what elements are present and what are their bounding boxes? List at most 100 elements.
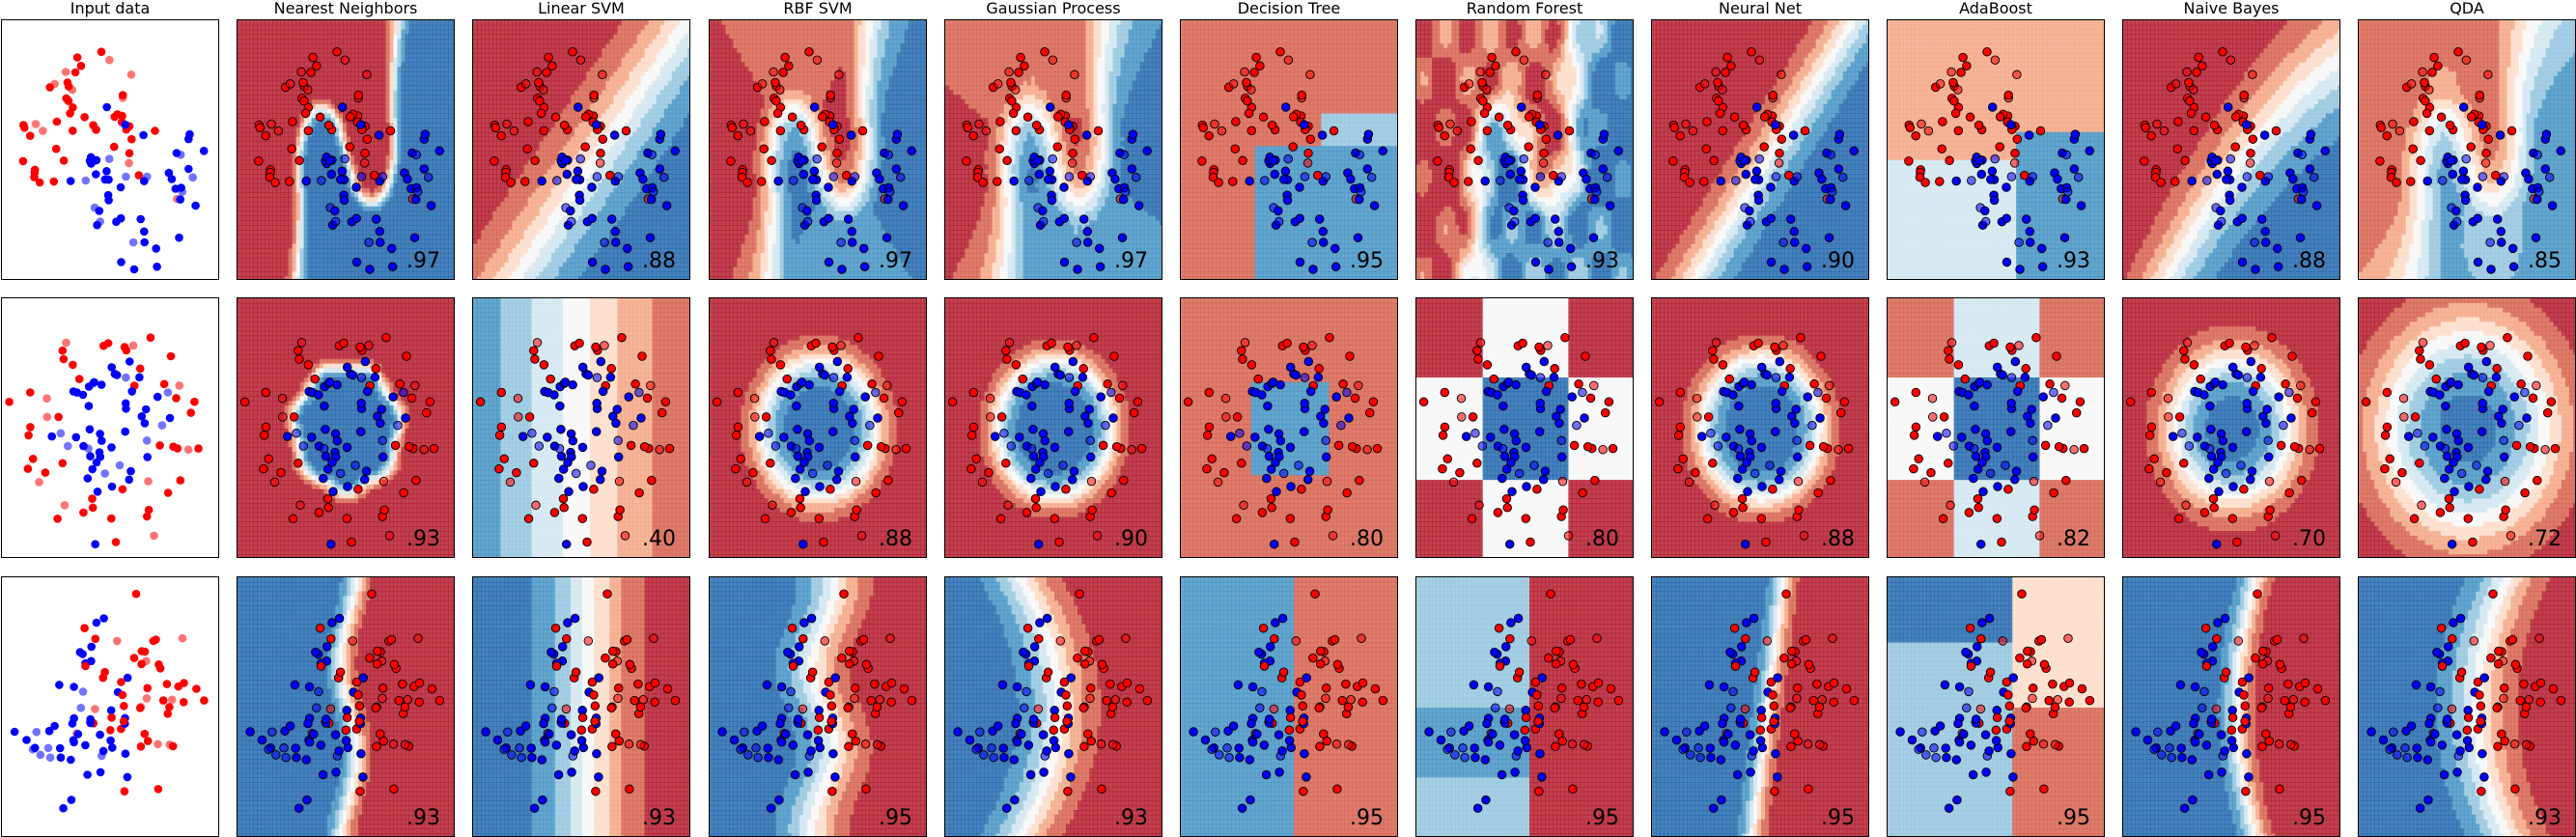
data-point-class-0	[405, 442, 413, 451]
data-point-class-0	[1795, 506, 1804, 515]
data-point-class-1	[803, 207, 812, 215]
data-point-class-1	[2464, 363, 2473, 372]
data-point-class-1	[810, 167, 819, 176]
data-point-class-0	[297, 339, 306, 348]
data-point-class-1	[2262, 419, 2271, 428]
data-point-class-1	[547, 648, 556, 656]
data-point-class-1	[1687, 751, 1695, 760]
data-point-class-1	[812, 196, 821, 205]
data-point-class-0	[1936, 178, 1945, 186]
data-point-class-0	[495, 432, 504, 440]
data-point-class-1	[1977, 170, 1986, 179]
data-point-class-0	[2006, 787, 2015, 795]
data-point-class-1	[427, 202, 435, 210]
data-point-class-0	[2417, 355, 2425, 364]
data-point-class-1	[1236, 753, 1245, 762]
data-point-class-1	[283, 432, 292, 441]
data-point-class-1	[787, 391, 796, 400]
data-point-class-1	[1473, 804, 1482, 813]
data-point-class-1	[1539, 476, 1548, 485]
plot-svg	[1181, 20, 1398, 280]
data-point-class-0	[2409, 145, 2418, 153]
data-point-class-1	[352, 183, 361, 192]
plot-svg	[1416, 577, 1634, 837]
data-point-class-0	[1103, 696, 1111, 705]
data-point-class-0	[767, 460, 775, 468]
data-point-class-1	[990, 753, 998, 762]
data-point-class-1	[1555, 419, 1564, 428]
data-point-class-0	[1801, 126, 1809, 135]
data-point-class-0	[2147, 131, 2156, 140]
data-point-class-1	[1793, 436, 1802, 445]
data-point-class-1	[1304, 357, 1313, 366]
data-point-class-1	[2213, 170, 2222, 179]
data-point-class-1	[2252, 265, 2260, 274]
data-point-class-1	[70, 683, 78, 691]
data-point-class-0	[1974, 121, 1983, 129]
data-point-class-0	[1700, 80, 1709, 89]
data-point-class-1	[2178, 430, 2187, 438]
data-point-class-0	[1241, 68, 1249, 76]
data-point-class-1	[1265, 715, 1274, 724]
data-point-class-0	[59, 460, 68, 468]
data-point-class-1	[84, 444, 93, 453]
data-point-class-1	[1134, 202, 1143, 210]
data-point-class-0	[578, 713, 587, 722]
data-point-class-1	[2287, 414, 2296, 423]
data-point-class-1	[2441, 444, 2450, 453]
data-point-class-0	[840, 590, 849, 599]
data-point-class-1	[848, 238, 856, 247]
data-point-class-1	[2264, 173, 2273, 181]
data-point-class-0	[1203, 432, 1212, 440]
data-point-class-0	[1435, 124, 1443, 132]
data-point-class-0	[584, 637, 593, 646]
data-point-class-1	[2486, 238, 2495, 247]
data-point-class-1	[579, 483, 588, 491]
data-point-class-1	[1258, 687, 1267, 696]
data-point-class-0	[2210, 121, 2219, 129]
data-point-class-1	[1355, 195, 1363, 204]
data-point-class-0	[1794, 477, 1803, 486]
data-point-class-0	[476, 398, 485, 406]
data-point-class-1	[328, 459, 337, 467]
data-point-class-0	[1778, 70, 1786, 79]
plot-panel-row1-col7: .88	[1651, 297, 1869, 558]
data-point-class-0	[1322, 694, 1330, 703]
data-point-class-1	[1065, 400, 1074, 408]
data-point-class-0	[1012, 126, 1021, 135]
data-point-class-1	[1536, 173, 1545, 181]
data-point-class-1	[105, 154, 114, 163]
data-point-class-1	[1489, 730, 1498, 739]
data-point-class-1	[780, 433, 789, 442]
data-point-class-0	[1540, 149, 1549, 157]
data-point-class-0	[560, 504, 569, 513]
data-point-class-0	[380, 506, 389, 515]
data-point-class-0	[1232, 118, 1241, 126]
data-point-class-0	[2422, 109, 2431, 118]
data-point-class-0	[609, 647, 618, 656]
data-point-class-0	[1580, 740, 1588, 749]
data-point-class-0	[389, 740, 398, 749]
data-point-class-1	[1918, 728, 1927, 737]
data-point-class-0	[1332, 740, 1341, 749]
data-point-class-1	[1318, 131, 1327, 140]
data-point-class-1	[68, 795, 76, 804]
data-point-class-1	[47, 432, 56, 441]
data-point-class-0	[2147, 423, 2156, 432]
data-point-class-0	[1676, 423, 1685, 432]
accuracy-score: .82	[2057, 528, 2090, 551]
data-point-class-1	[308, 433, 317, 442]
data-point-class-1	[1084, 419, 1093, 428]
data-point-class-0	[77, 62, 86, 70]
data-point-class-0	[1053, 113, 1062, 122]
data-point-class-1	[2238, 258, 2247, 266]
data-point-class-0	[66, 109, 74, 118]
data-point-class-0	[2080, 444, 2088, 453]
data-point-class-0	[1763, 637, 1772, 646]
data-point-class-1	[587, 461, 596, 470]
data-point-class-1	[107, 363, 116, 372]
data-point-class-1	[93, 619, 101, 628]
data-point-class-1	[630, 421, 638, 430]
data-point-class-0	[2051, 703, 2059, 711]
data-point-class-1	[1102, 421, 1110, 430]
